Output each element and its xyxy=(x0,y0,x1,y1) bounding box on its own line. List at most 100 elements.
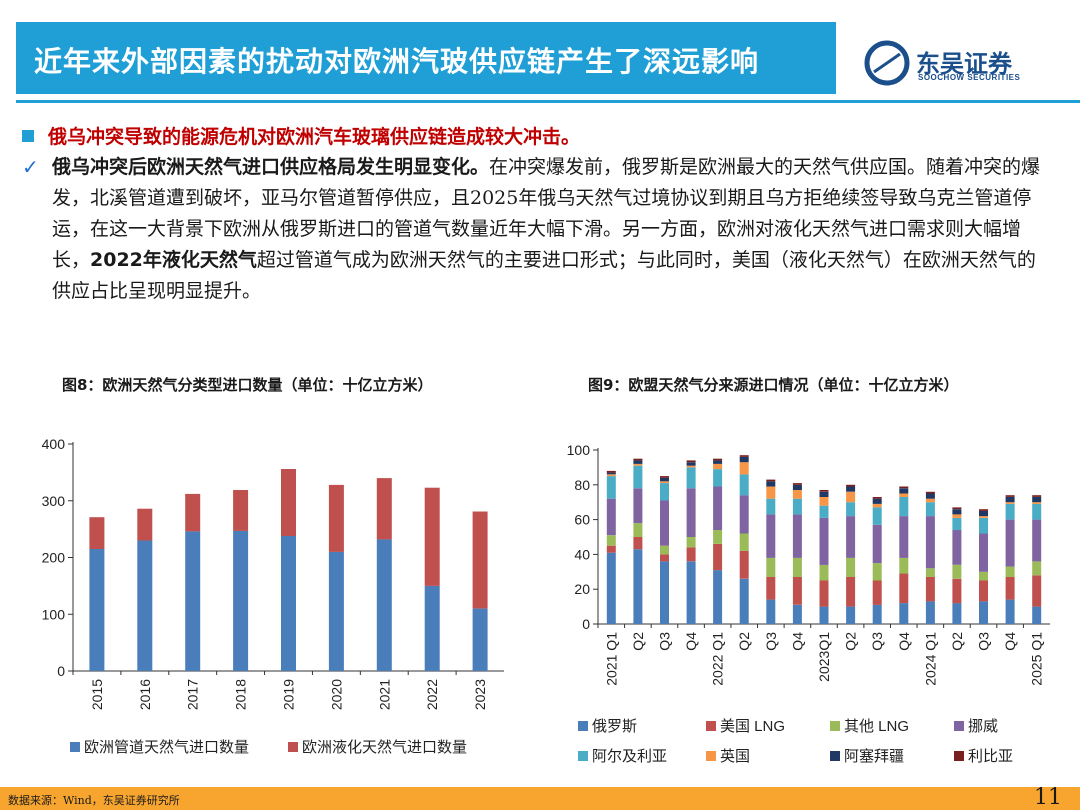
fig9-legend-label: 利比亚 xyxy=(968,748,1013,765)
fig9-bar-segment xyxy=(1005,497,1015,503)
fig9-bar-segment xyxy=(1032,519,1042,562)
fig9-bar-segment xyxy=(979,510,988,517)
fig9-bar-segment xyxy=(713,530,723,544)
fig9-bar-segment xyxy=(633,463,643,466)
fig9-legend-swatch xyxy=(830,751,840,761)
fig9-bar-segment xyxy=(1032,495,1042,497)
fig9-bar-segment xyxy=(872,507,882,525)
fig9-bar-segment xyxy=(1032,575,1042,607)
fig9-legend-swatch xyxy=(578,721,588,731)
fig9-bar-segment xyxy=(792,557,802,577)
body-paragraph: ✓ 俄乌冲突后欧洲天然气进口供应格局发生明显变化。在冲突爆发前，俄罗斯是欧洲最大… xyxy=(22,152,1052,307)
fig9-legend-label: 挪威 xyxy=(968,718,998,735)
fig9-x-tick-label: Q3 xyxy=(869,632,885,651)
fig8-y-tick-label: 400 xyxy=(42,436,66,452)
fig9-bar-segment xyxy=(792,484,802,490)
fig9-bar-segment xyxy=(766,557,776,577)
fig9-x-tick-label: Q4 xyxy=(896,632,912,651)
logo-subtitle: SOOCHOW SECURITIES xyxy=(918,73,1021,82)
fig8-y-tick-label: 0 xyxy=(57,663,65,679)
fig8-legend-label: 欧洲液化天然气进口数量 xyxy=(302,739,467,756)
fig9-bar-segment xyxy=(899,488,909,494)
fig9-bar-segment xyxy=(952,507,962,510)
fig9-bar-segment xyxy=(952,603,962,624)
fig8-bar-segment xyxy=(89,549,105,671)
fig8-legend-swatch xyxy=(288,742,298,752)
fig9-bar-segment xyxy=(660,483,669,501)
fig9-y-tick-label: 80 xyxy=(574,477,590,493)
fig9-bar-segment xyxy=(633,488,643,524)
fig9-y-tick-label: 60 xyxy=(574,512,590,528)
fig9-x-tick-label: Q2 xyxy=(736,632,752,651)
fig9-x-tick-label: 2024 Q1 xyxy=(922,632,938,686)
fig9-bar-segment xyxy=(792,498,802,515)
fig9-bar-segment xyxy=(872,604,882,624)
fig9-bar-segment xyxy=(925,502,935,517)
fig8-bar-segment xyxy=(328,484,344,552)
fig9-x-tick-label: 2022 Q1 xyxy=(710,632,726,686)
fig9-bar-segment xyxy=(819,580,829,607)
fig9-bar-segment xyxy=(766,514,776,558)
figure-9-caption: 图9：欧盟天然气分来源进口情况（单位：十亿立方米） xyxy=(588,376,959,394)
fig9-bar-segment xyxy=(899,497,909,517)
fig9-legend-swatch xyxy=(830,721,840,731)
fig9-x-tick-label: Q4 xyxy=(1002,632,1018,651)
fig9-bar-segment xyxy=(1005,502,1015,504)
fig9-bar-segment xyxy=(739,578,749,624)
figure-8-chart: 0 100 200 300 400 2015 2016 2017 2018 2019 2020 202… xyxy=(42,436,504,756)
fig9-bar-segment xyxy=(686,488,696,537)
fig9-bar-segment xyxy=(925,577,935,602)
fig9-bar-segment xyxy=(686,465,696,468)
fig8-y-tick-label: 300 xyxy=(42,493,66,509)
fig9-bar-segment xyxy=(899,603,909,624)
fig9-bar-segment xyxy=(606,552,616,624)
fig9-bar-segment xyxy=(1005,503,1015,520)
fig9-x-tick-label: Q3 xyxy=(763,632,779,651)
fig9-bar-segment xyxy=(739,495,749,534)
fig9-bar-segment xyxy=(846,486,856,492)
fig9-legend-swatch xyxy=(954,751,964,761)
fig8-x-tick-label: 2018 xyxy=(233,679,249,710)
fig8-x-tick-label: 2015 xyxy=(89,679,105,710)
fig9-bar-segment xyxy=(1032,606,1042,624)
fig9-x-tick-label: Q2 xyxy=(630,632,646,651)
paragraph-body-1: 在冲突爆发前，俄罗斯是欧洲最大的天然气供应国。随着冲突的爆发，北溪管道遭到破坏，… xyxy=(52,156,1041,271)
fig9-legend-swatch xyxy=(706,751,716,761)
footer-bar: 数据来源：Wind，东吴证券研究所 11 xyxy=(0,785,1080,810)
fig9-bar-segment xyxy=(925,493,935,499)
fig9-bar-segment xyxy=(792,577,802,605)
fig9-bar-segment xyxy=(1032,502,1042,504)
fig8-bar-segment xyxy=(281,469,296,536)
fig9-bar-segment xyxy=(925,568,935,577)
fig9-bar-segment xyxy=(846,516,856,558)
fig9-bar-segment xyxy=(872,563,882,581)
paragraph-lead: 俄乌冲突后欧洲天然气进口供应格局发生明显变化。 xyxy=(52,156,490,178)
checkmark-icon: ✓ xyxy=(22,155,39,179)
brand-logo: 东吴证券 SOOCHOW SECURITIES xyxy=(864,40,1064,86)
fig9-bar-segment xyxy=(872,503,882,508)
fig9-bar-segment xyxy=(819,497,829,506)
fig9-y-tick-label: 20 xyxy=(574,581,590,597)
fig9-bar-segment xyxy=(899,573,909,604)
fig9-bar-segment xyxy=(713,463,723,470)
fig9-bar-segment xyxy=(660,477,669,482)
fig9-bar-segment xyxy=(952,530,962,565)
fig8-x-tick-label: 2021 xyxy=(376,679,392,710)
fig9-bar-segment xyxy=(766,599,776,624)
fig9-bar-segment xyxy=(686,561,696,624)
fig9-bar-segment xyxy=(952,517,962,531)
fig9-bar-segment xyxy=(872,497,882,499)
fig9-x-tick-label: 2021 Q1 xyxy=(603,632,619,686)
square-bullet-icon xyxy=(22,130,34,142)
fig9-bar-segment xyxy=(686,467,696,489)
fig9-x-tick-label: Q3 xyxy=(976,632,992,651)
fig9-bar-segment xyxy=(819,491,829,497)
fig9-bar-segment xyxy=(979,580,988,602)
fig9-legend-label: 美国 LNG xyxy=(720,718,785,735)
fig9-bar-segment xyxy=(660,561,669,624)
fig9-bar-segment xyxy=(686,460,696,463)
fig9-bar-segment xyxy=(606,474,616,477)
fig8-x-tick-label: 2016 xyxy=(137,679,153,710)
fig9-bar-segment xyxy=(819,490,829,492)
fig9-bar-segment xyxy=(766,498,776,515)
